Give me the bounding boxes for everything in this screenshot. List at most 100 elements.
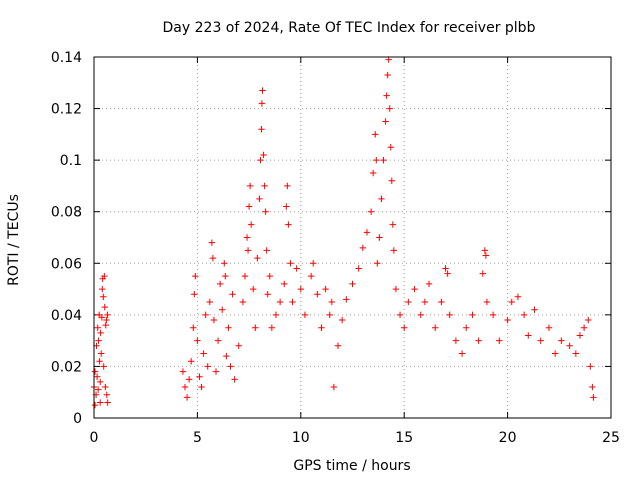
data-point [239,298,247,306]
data-point [257,156,264,164]
data-point [212,368,220,375]
data-point [475,337,482,344]
data-point [380,156,387,164]
data-point [100,363,107,370]
data-point [363,229,371,236]
grid-lines [94,57,611,418]
data-point [442,265,449,272]
data-point [514,293,522,301]
data-point [252,324,259,331]
data-point [208,239,216,246]
data-point [179,368,187,375]
data-point [405,298,412,306]
data-point [396,311,404,319]
data-point [388,177,395,184]
data-point [338,316,346,324]
data-point [545,324,553,331]
data-point [307,272,315,280]
data-point [102,321,109,329]
data-point [241,272,249,280]
data-point [572,350,580,357]
data-point [101,272,108,280]
data-point [359,244,367,252]
data-point [576,332,584,339]
data-point [229,291,236,298]
data-point [452,337,460,344]
y-tick-label: 0.14 [51,50,82,66]
y-tick-label: 0.1 [60,153,82,169]
data-point [101,303,108,311]
data-point [483,298,491,306]
x-tick-label: 20 [499,430,517,446]
x-tick-label: 0 [90,430,99,446]
data-point [438,298,445,306]
data-point [268,324,276,331]
data-point [367,208,375,215]
data-point [310,260,317,267]
data-point [235,342,242,349]
data-point [469,311,476,319]
data-point [214,337,222,344]
data-point [446,311,453,319]
data-point [401,324,408,331]
data-point [196,373,203,380]
data-point [590,394,597,401]
data-point [479,270,486,277]
data-point [369,169,377,177]
x-tick-label: 15 [395,430,413,446]
data-point [231,376,238,383]
y-tick-label: 0.02 [51,359,82,375]
data-point [223,352,230,360]
data-point [243,234,251,241]
x-tick-label: 25 [602,430,620,446]
data-point [481,247,489,254]
data-point [334,342,342,349]
data-point [216,280,224,288]
data-point [222,272,229,280]
data-point [94,386,102,393]
data-point [276,298,284,306]
data-point [244,247,252,254]
data-point [508,298,515,306]
data-point [390,247,398,254]
data-point [104,399,111,406]
data-point [580,324,588,331]
y-tick-label: 0 [73,411,82,427]
data-point [262,208,269,215]
data-point [202,311,209,319]
data-point [330,383,338,391]
data-point [206,298,214,306]
data-point [417,311,424,319]
data-point [91,368,99,375]
data-point [566,342,573,349]
data-point [289,298,296,306]
data-point [95,337,102,344]
data-point [260,151,267,159]
data-point [463,324,470,331]
data-point [96,358,103,365]
data-point [383,92,390,99]
data-point [458,350,466,357]
data-point [376,234,383,241]
data-point [94,324,101,331]
data-point [496,337,503,344]
data-point [384,71,391,79]
data-point [386,105,393,112]
data-point [225,324,232,331]
data-point [97,329,104,337]
chart-title: Day 223 of 2024, Rate Of TEC Index for r… [163,20,536,36]
data-point [209,254,217,262]
data-point [531,306,538,313]
data-point [489,311,497,319]
data-point [374,260,381,267]
data-point [246,182,254,190]
y-tick-label: 0.04 [51,308,82,324]
data-point [210,316,218,324]
y-tick-label: 0.12 [51,102,82,118]
data-point [322,285,329,293]
plot-frame [93,56,612,419]
data-point [589,383,596,391]
data-point [104,311,111,319]
x-tick-label: 5 [193,430,202,446]
data-point [103,391,111,398]
